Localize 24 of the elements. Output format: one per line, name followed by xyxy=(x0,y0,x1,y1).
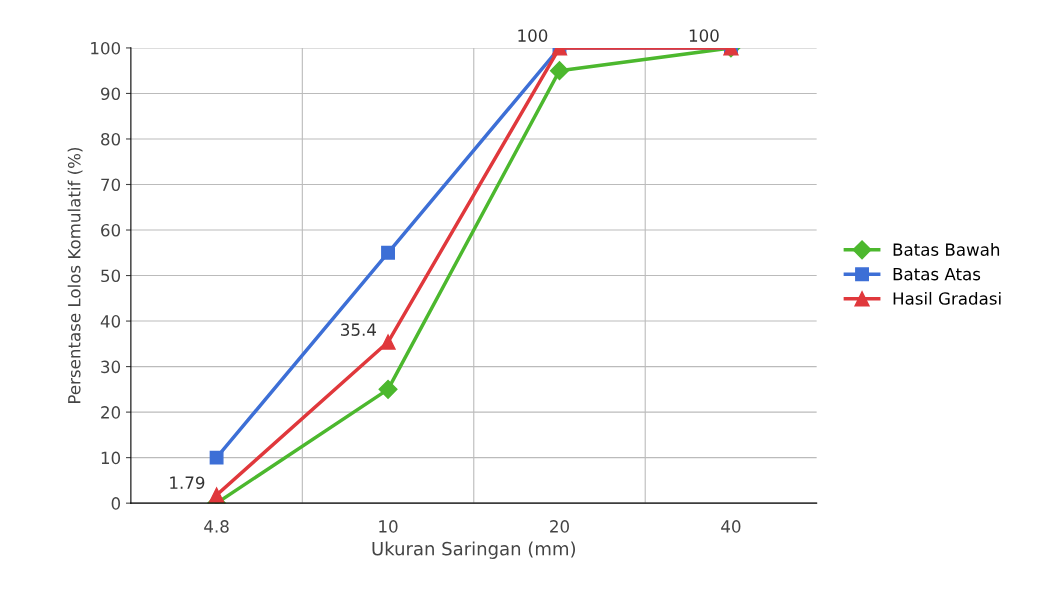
y-tick-label: 50 xyxy=(101,269,121,283)
data-label: 35.4 xyxy=(341,323,376,336)
x-tick-label: 20 xyxy=(550,520,569,533)
legend-label: Batas Bawah xyxy=(893,243,1000,256)
y-tick-label: 80 xyxy=(101,132,121,146)
y-tick-label: 60 xyxy=(101,223,121,237)
y-tick-label: 90 xyxy=(100,87,121,101)
data-label: 100 xyxy=(518,29,548,42)
y-tick-label: 70 xyxy=(101,178,121,192)
legend-label: Batas Atas xyxy=(893,267,981,281)
data-label: 100 xyxy=(689,29,719,42)
y-axis-title: Persentase Lolos Komulatif (%) xyxy=(67,147,83,403)
y-tick-label: 30 xyxy=(101,360,121,374)
y-tick-label: 20 xyxy=(101,406,121,419)
y-tick-label: 100 xyxy=(91,41,121,55)
x-tick-label: 4.8 xyxy=(204,520,229,533)
y-tick-label: 0 xyxy=(111,497,121,510)
x-tick-label: 40 xyxy=(721,520,741,533)
x-tick-label: 10 xyxy=(379,520,398,533)
y-tick-label: 10 xyxy=(101,451,121,465)
legend-label: Hasil Gradasi xyxy=(893,291,1001,305)
x-axis-title: Ukuran Saringan (mm) xyxy=(372,541,576,559)
data-label: 1.79 xyxy=(170,476,205,489)
y-tick-label: 40 xyxy=(100,315,121,328)
